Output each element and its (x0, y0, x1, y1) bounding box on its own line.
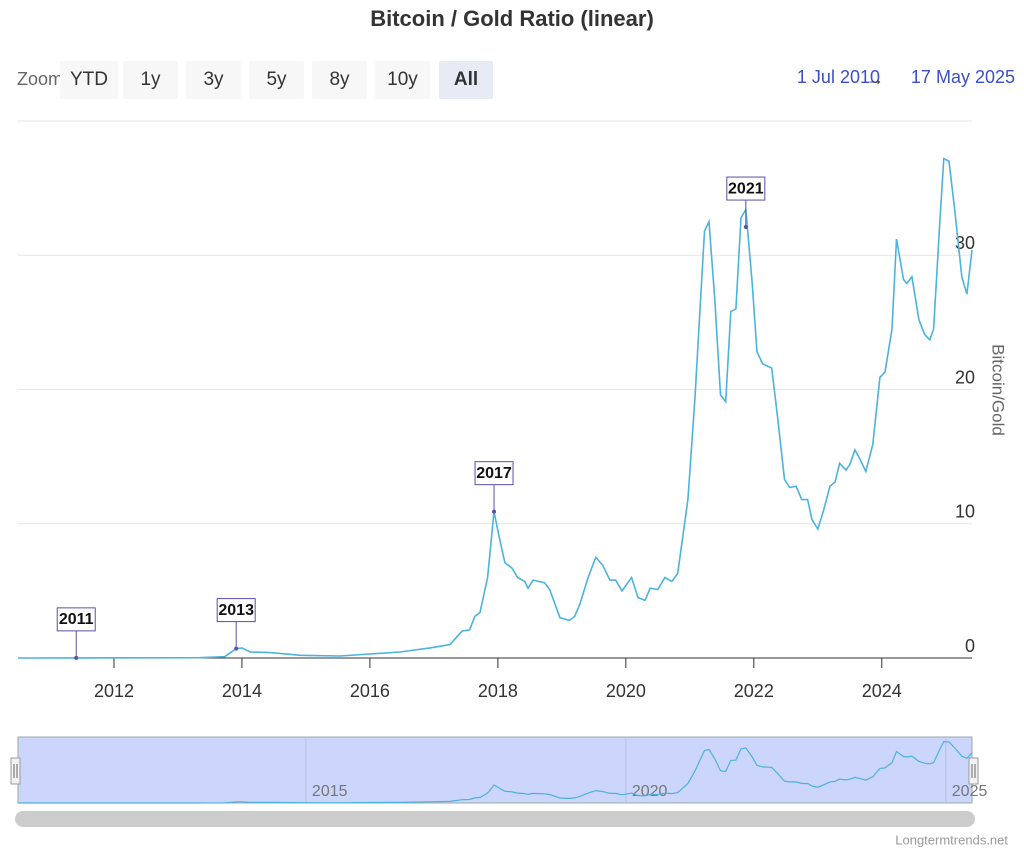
zoom-button-label[interactable]: All (454, 69, 478, 90)
x-tick-label: 2012 (94, 681, 134, 701)
flag-box (726, 176, 766, 201)
flag-label: 2017 (476, 465, 512, 482)
zoom-button[interactable] (312, 61, 367, 99)
scrollbar[interactable] (15, 811, 975, 827)
x-tick-label: 2022 (734, 681, 774, 701)
zoom-button[interactable] (123, 61, 178, 99)
zoom-button[interactable] (439, 61, 493, 99)
flag-point (234, 646, 239, 651)
navigator-mask (17, 736, 973, 804)
range-from: 1 Jul 2010 (797, 67, 880, 87)
series-line (17, 157, 973, 659)
flag-point (492, 509, 497, 514)
zoom-button-label[interactable]: 10y (387, 69, 418, 90)
flag-label: 2013 (218, 602, 254, 619)
x-tick-label: 2020 (606, 681, 646, 701)
credit: Longtermtrends.net (895, 832, 1008, 847)
x-tick-label: 2018 (478, 681, 518, 701)
x-tick-label: 2024 (862, 681, 902, 701)
zoom-button-label[interactable]: 8y (329, 69, 350, 90)
range-separator: → (866, 69, 884, 89)
navigator-tick-label: 2020 (632, 783, 668, 800)
zoom-label: Zoom (17, 69, 63, 89)
zoom-button-label[interactable]: 3y (203, 69, 224, 90)
flag-box (56, 607, 96, 632)
x-tick-label: 2016 (350, 681, 390, 701)
zoom-button-label[interactable]: 5y (266, 69, 287, 90)
zoom-button[interactable] (186, 61, 241, 99)
x-tick-label: 2014 (222, 681, 262, 701)
range-to: 17 May 2025 (911, 67, 1015, 87)
flag-box (474, 461, 514, 486)
flag-box (216, 598, 256, 623)
navigator-handle[interactable] (10, 757, 21, 785)
y-tick-label: 20 (955, 367, 975, 387)
flag-label: 2021 (728, 180, 764, 197)
flag-point (74, 655, 79, 660)
chart-title: Bitcoin / Gold Ratio (linear) (370, 6, 654, 31)
flag-point (743, 225, 748, 230)
flag-label: 2011 (59, 611, 94, 628)
navigator-tick-label: 2025 (952, 783, 988, 800)
navigator-tick-label: 2015 (312, 783, 348, 800)
y-tick-label: 0 (965, 636, 975, 656)
zoom-button[interactable] (249, 61, 304, 99)
navigator-handle[interactable] (968, 757, 979, 785)
zoom-button[interactable] (60, 61, 118, 99)
y-tick-label: 30 (955, 233, 975, 253)
y-tick-label: 10 (955, 502, 975, 522)
navigator-line (18, 740, 973, 804)
zoom-button-label[interactable]: YTD (70, 69, 108, 90)
zoom-button[interactable] (375, 61, 430, 99)
zoom-button-label[interactable]: 1y (140, 69, 161, 90)
y-axis-label: Bitcoin/Gold (989, 344, 1008, 436)
zoom-buttons: YTD 1y 3y 5y 8y 10y All (60, 61, 493, 99)
